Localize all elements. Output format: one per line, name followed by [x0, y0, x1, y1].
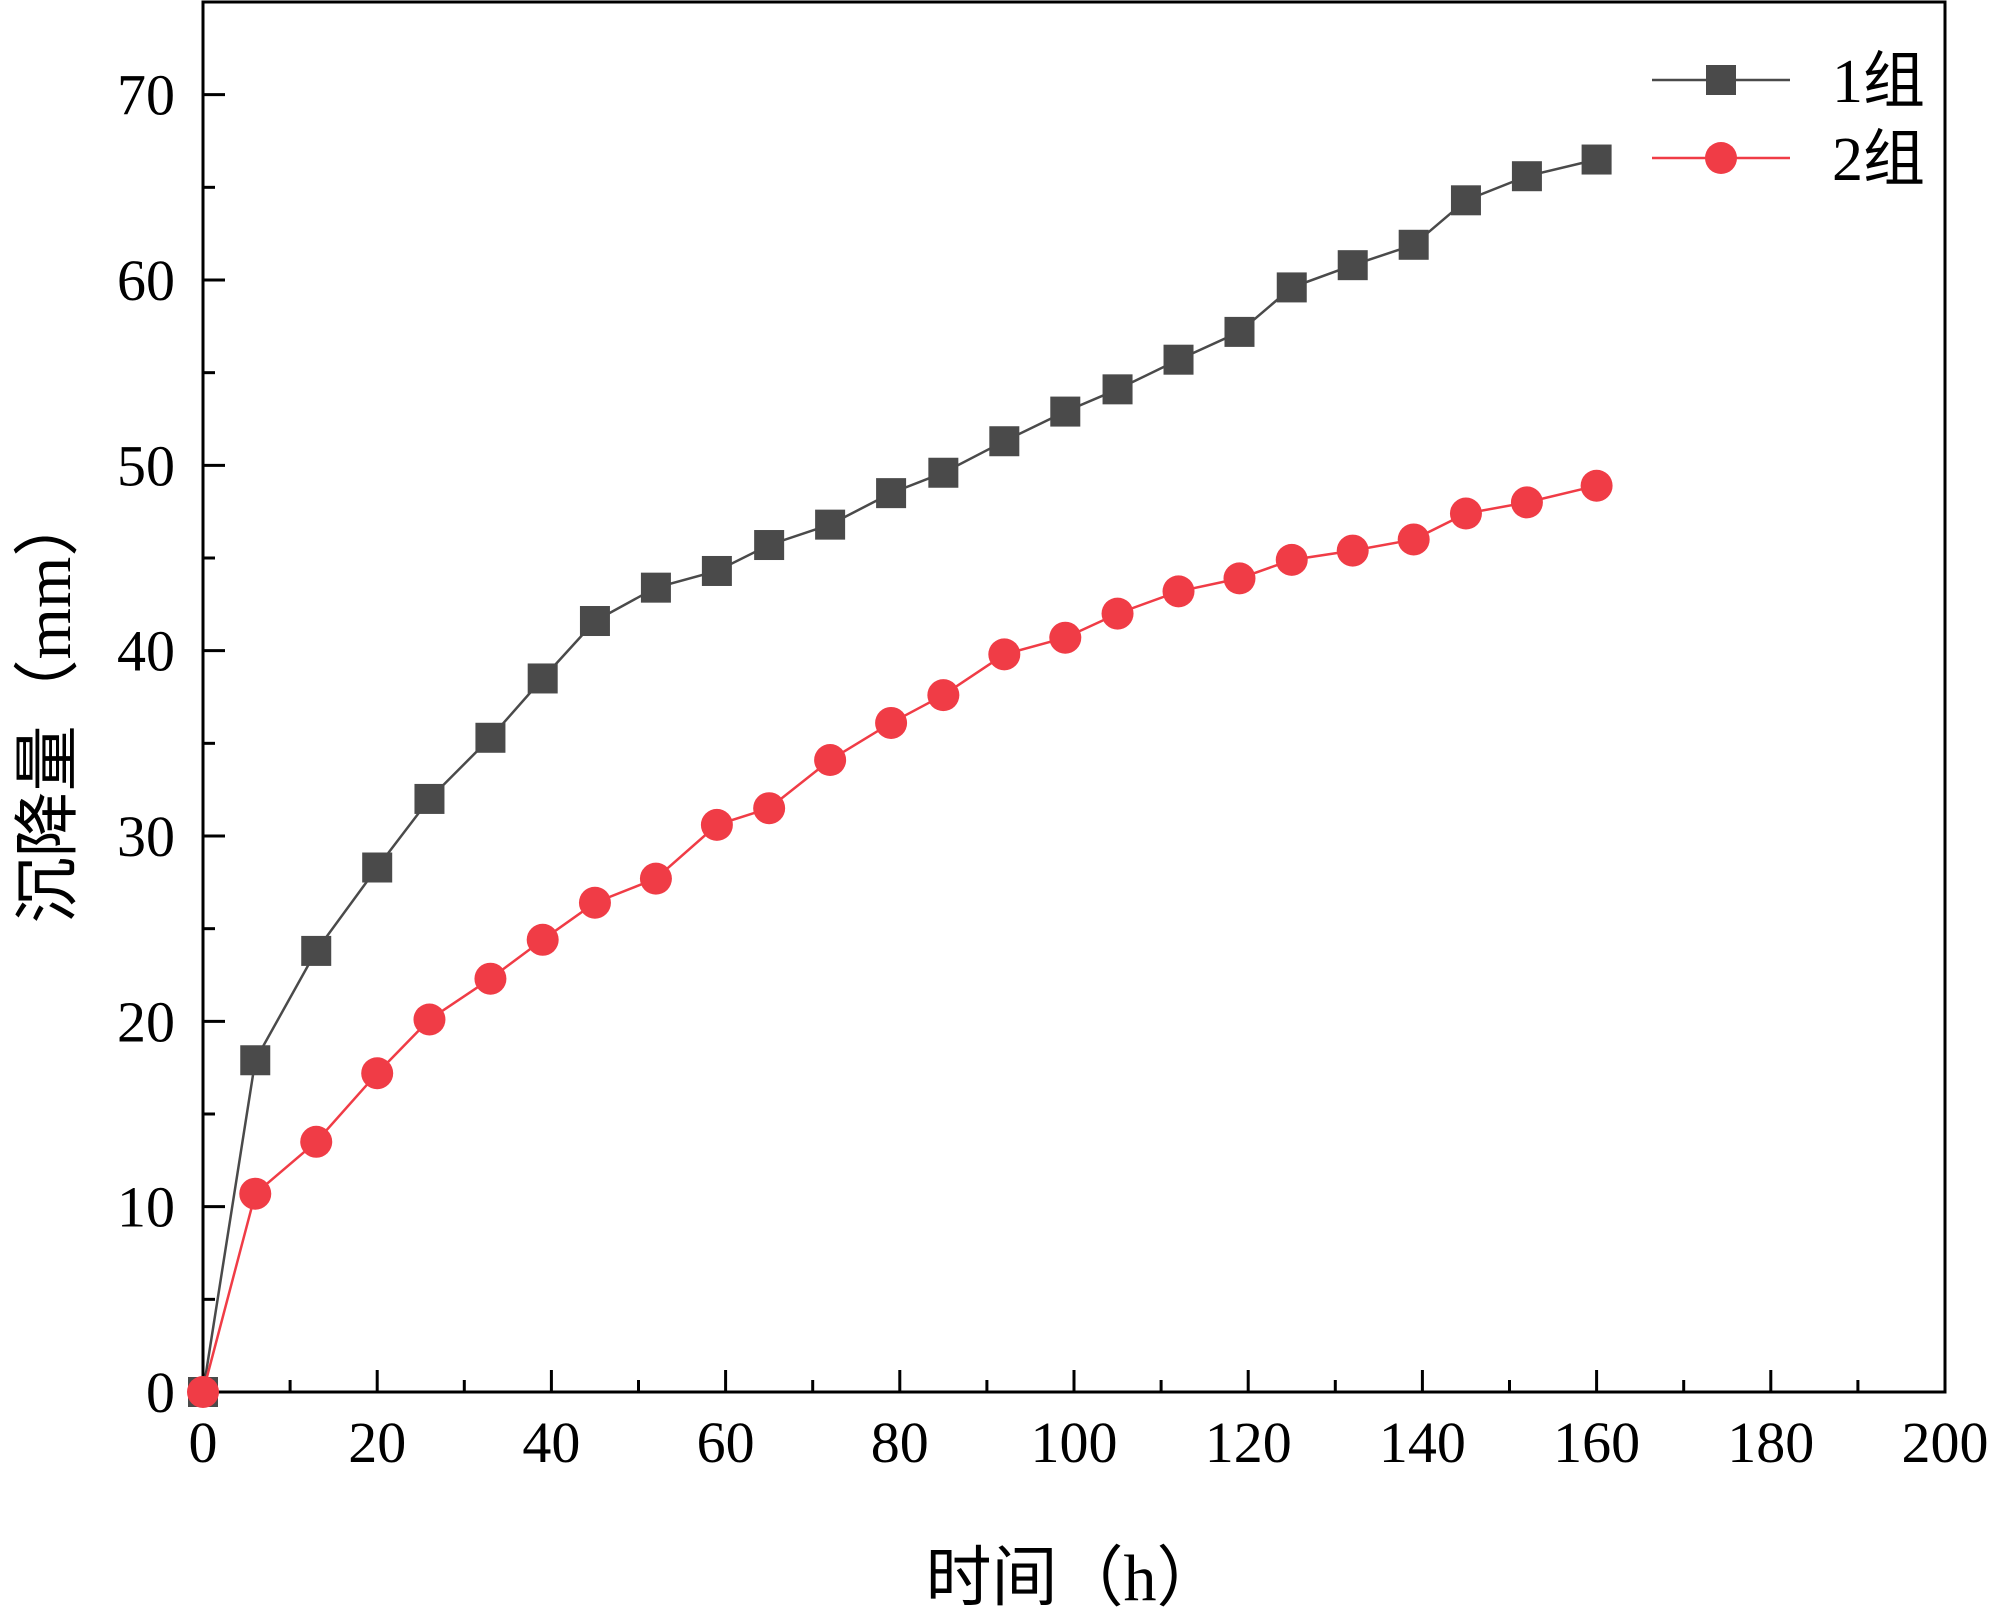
data-point: [1223, 562, 1256, 595]
data-point: [1275, 543, 1308, 576]
data-point: [1102, 374, 1133, 405]
x-tick-label: 80: [871, 1410, 929, 1475]
data-point: [876, 478, 907, 509]
data-point: [475, 722, 506, 753]
data-point: [361, 1057, 394, 1090]
data-point: [300, 1125, 333, 1158]
data-point: [1101, 597, 1134, 630]
y-tick-label: 40: [117, 619, 175, 684]
data-point: [875, 706, 908, 739]
x-tick-label: 140: [1379, 1410, 1466, 1475]
data-point: [1449, 497, 1482, 530]
y-tick-label: 10: [117, 1175, 175, 1240]
data-point: [301, 935, 332, 966]
data-point: [1162, 575, 1195, 608]
data-point: [928, 457, 959, 488]
data-point: [1224, 316, 1255, 347]
data-point: [1580, 469, 1613, 502]
data-point: [413, 1003, 446, 1036]
data-point: [414, 783, 445, 814]
legend-marker: [1705, 142, 1737, 174]
x-tick-label: 20: [348, 1410, 406, 1475]
data-point: [362, 852, 393, 883]
y-tick-label: 0: [146, 1360, 175, 1425]
y-tick-label: 50: [117, 433, 175, 498]
data-point: [1276, 272, 1307, 303]
series-layer: [187, 144, 1613, 1408]
x-tick-label: 100: [1031, 1410, 1118, 1475]
data-point: [474, 962, 507, 995]
data-point: [1049, 621, 1082, 654]
y-tick-label: 60: [117, 248, 175, 313]
data-point: [240, 1045, 271, 1076]
data-point: [640, 572, 671, 603]
legend-label: 2组: [1832, 126, 1925, 194]
x-tick-label: 200: [1902, 1410, 1989, 1475]
x-tick-label: 160: [1553, 1410, 1640, 1475]
x-tick-label: 40: [522, 1410, 580, 1475]
data-point: [639, 862, 672, 895]
data-point: [700, 808, 733, 841]
legend-label: 1组: [1832, 48, 1925, 116]
y-axis-title: 沉降量（mm）: [12, 491, 85, 924]
series-2: [187, 469, 1613, 1408]
legend-entry: 1组: [1652, 48, 1925, 116]
data-point: [989, 426, 1020, 457]
data-point: [579, 606, 610, 637]
series-line: [201, 484, 1597, 1393]
legend-marker: [1706, 65, 1736, 95]
axes: 0 20 40 60 80 100 120 140 160 180 200 0 10 20 30 40 50 60…: [117, 63, 1989, 1475]
x-tick-label: 60: [697, 1410, 755, 1475]
y-tick-label: 30: [117, 804, 175, 869]
legend-entry: 2组: [1652, 126, 1925, 194]
x-tick-label: 120: [1205, 1410, 1292, 1475]
data-point: [526, 923, 559, 956]
plot-area: [201, 0, 1947, 1394]
data-point: [1337, 250, 1368, 281]
data-point: [1450, 185, 1481, 216]
y-tick-label: 70: [117, 63, 175, 128]
data-point: [187, 1376, 219, 1408]
data-point: [754, 530, 785, 561]
data-point: [1163, 344, 1194, 375]
data-point: [239, 1177, 272, 1210]
data-point: [753, 792, 786, 825]
data-point: [1511, 161, 1542, 192]
data-point: [1336, 534, 1369, 567]
y-tick-label: 20: [117, 989, 175, 1054]
data-point: [1398, 229, 1429, 260]
data-point: [1397, 523, 1430, 556]
data-point: [815, 509, 846, 540]
data-point: [527, 663, 558, 694]
x-axis-title: 时间（h）: [926, 1542, 1223, 1615]
data-point: [1510, 486, 1543, 519]
data-point: [1050, 396, 1081, 427]
x-tick-label: 180: [1727, 1410, 1814, 1475]
x-tick-label: 0: [189, 1410, 218, 1475]
data-point: [927, 679, 960, 712]
data-point: [814, 744, 847, 777]
series-line: [201, 158, 1597, 1393]
data-point: [578, 886, 611, 919]
data-point: [1581, 144, 1612, 175]
data-point: [701, 555, 732, 586]
data-point: [988, 638, 1021, 671]
series-1: [188, 144, 1612, 1407]
plot-frame: [201, 0, 1947, 1394]
